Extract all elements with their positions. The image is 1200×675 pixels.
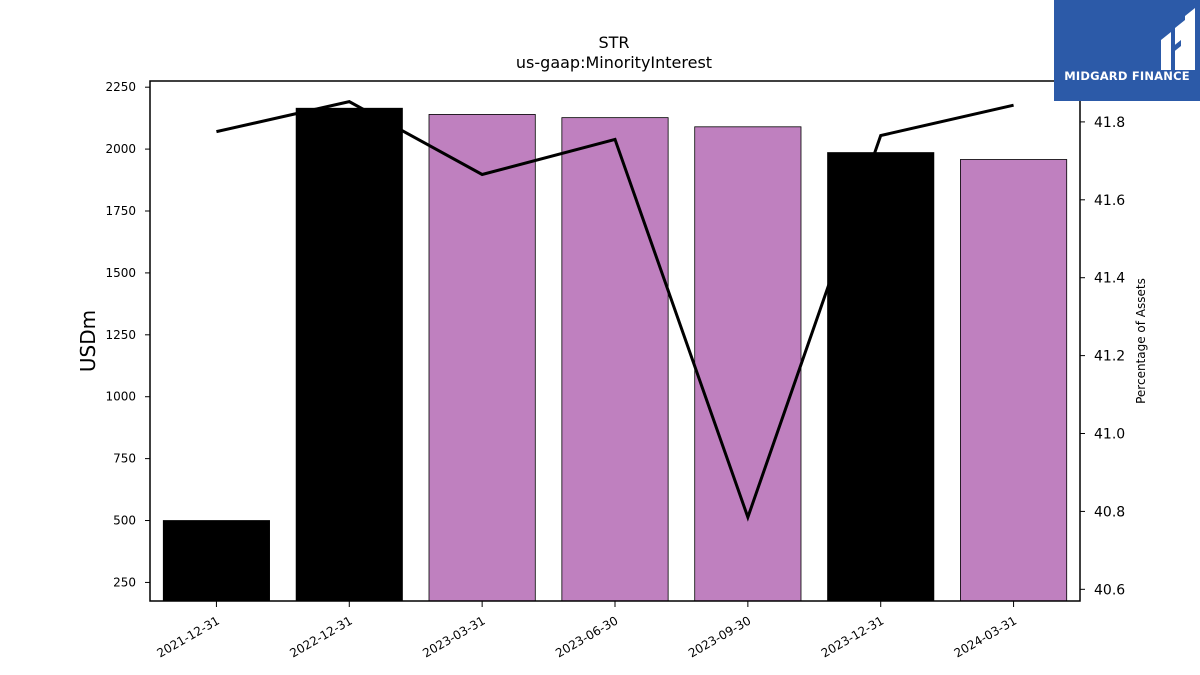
bar-2023-06-30 [561, 117, 669, 602]
percentage-line [216, 100, 1014, 522]
x-tick-label: 2023-12-31 [819, 613, 886, 660]
bar-2023-09-30 [694, 126, 802, 602]
x-tick-label: 2023-03-31 [420, 613, 487, 660]
x-tick-label: 2022-12-31 [287, 613, 354, 660]
y-tick-label: 500 [113, 514, 136, 528]
y2-axis-label: Percentage of Assets [1134, 278, 1148, 404]
right-axis-ticks: 40.6 40.8 41.0 41.2 41.4 41.6 41.8 [1080, 115, 1125, 598]
chart-subtitle: us-gaap:MinorityInterest [516, 53, 712, 72]
y-tick-label: 1750 [105, 204, 136, 218]
y-tick-label: 1000 [105, 390, 136, 404]
bar-series [162, 107, 1068, 602]
bar-2023-03-31 [428, 114, 536, 602]
y-axis-label: USDm [76, 310, 100, 372]
y2-tick-label: 41.2 [1094, 349, 1125, 365]
chart-title: STR [598, 33, 629, 52]
y-tick-label: 2250 [105, 80, 136, 94]
y2-tick-label: 41.4 [1094, 271, 1125, 287]
bar-2022-12-31 [295, 107, 403, 602]
x-tick-label: 2024-03-31 [952, 613, 1019, 660]
logo-text: MIDGARD FINANCE [1064, 69, 1190, 83]
logo-mark-icon [1161, 8, 1195, 70]
x-tick-label: 2021-12-31 [155, 613, 222, 660]
left-axis-ticks: 250 500 750 1000 1250 1500 1750 2000 2250 [105, 80, 150, 589]
y2-tick-label: 41.0 [1094, 427, 1125, 443]
y-tick-label: 1250 [105, 328, 136, 342]
bar-2023-12-31 [827, 152, 935, 602]
y2-tick-label: 41.8 [1094, 115, 1125, 131]
bar-2021-12-31 [162, 520, 270, 602]
y2-tick-label: 40.8 [1094, 504, 1125, 520]
y-tick-label: 2000 [105, 142, 136, 156]
x-tick-label: 2023-06-30 [553, 613, 620, 660]
bar-2024-03-31 [960, 159, 1068, 602]
y-tick-label: 750 [113, 452, 136, 466]
x-axis-ticks: 2021-12-31 2022-12-31 2023-03-31 2023-06-30… [155, 601, 1019, 660]
x-tick-label: 2023-09-30 [686, 613, 753, 660]
line-series [216, 100, 1014, 522]
y2-tick-label: 40.6 [1094, 582, 1125, 598]
midgard-finance-logo: MIDGARD FINANCE [1054, 0, 1200, 101]
y2-tick-label: 41.6 [1094, 193, 1125, 209]
y-tick-label: 250 [113, 575, 136, 589]
y-tick-label: 1500 [105, 266, 136, 280]
